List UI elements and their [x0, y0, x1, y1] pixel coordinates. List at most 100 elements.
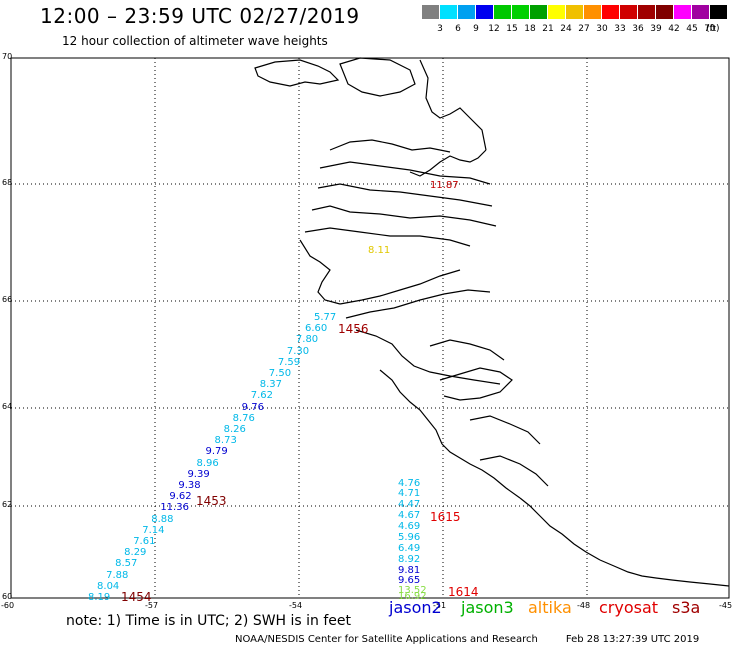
swh-value: 8.11	[368, 245, 391, 256]
legend-label: 42	[668, 24, 680, 34]
swh-value: 11.87	[430, 180, 459, 191]
satellite-label-cryosat: cryosat	[599, 598, 659, 617]
greenland-coastline	[254, 57, 730, 587]
lat-label: 68	[2, 178, 13, 187]
legend-unit: (ft)	[706, 24, 720, 34]
swh-value: 8.96	[196, 457, 219, 469]
swh-value: 9.38	[178, 480, 201, 491]
track-time-label: 1614	[448, 585, 479, 599]
swh-value: 9.76	[241, 401, 264, 413]
swh-value: 4.71	[398, 488, 421, 499]
swh-value: 8.73	[214, 435, 237, 447]
footer: NOAA/NESDIS Center for Satellite Applica…	[235, 634, 699, 645]
legend-label: 39	[650, 24, 662, 34]
legend-swatch	[422, 5, 439, 19]
swh-value: 7.59	[277, 356, 301, 368]
swh-value: 8.26	[223, 424, 246, 435]
lat-label: 62	[2, 500, 13, 509]
legend-swatch	[620, 5, 637, 19]
legend-label: 45	[686, 24, 698, 34]
legend-swatch	[584, 5, 601, 19]
legend-label: 24	[560, 24, 572, 34]
swh-value: 6.49	[398, 543, 421, 554]
graticule	[11, 58, 729, 598]
legend-swatch	[494, 5, 511, 19]
lat-label: 70	[2, 52, 13, 61]
lon-label: -57	[145, 601, 159, 610]
satellite-label-altika: altika	[528, 598, 572, 617]
swh-value: 4.67	[398, 510, 421, 521]
swh-value: 9.62	[169, 491, 192, 503]
lon-label: -54	[289, 601, 303, 610]
track-time-label: 1456	[338, 322, 369, 336]
legend-swatch	[512, 5, 529, 19]
legend-label: 12	[488, 24, 500, 34]
swh-value: 7.14	[142, 524, 165, 536]
lat-label: 60	[2, 592, 13, 601]
note-text: note: 1) Time is in UTC; 2) SWH is in fe…	[66, 613, 352, 629]
swh-value: 7.80	[295, 334, 319, 346]
swh-value: 13.52	[398, 585, 427, 596]
swh-value: 8.76	[232, 412, 255, 424]
legend-swatch	[692, 5, 709, 19]
legend-label: 27	[578, 24, 590, 34]
swh-value: 4.47	[398, 499, 421, 510]
swh-value: 8.37	[259, 379, 283, 391]
legend-label: 36	[632, 24, 644, 34]
swh-value: 5.96	[398, 532, 421, 543]
footer-credit: NOAA/NESDIS Center for Satellite Applica…	[235, 634, 538, 645]
lon-label: -45	[719, 601, 733, 610]
swh-value: 8.88	[151, 513, 174, 525]
track-time-label: 1615	[430, 510, 461, 524]
swh-value: 9.79	[205, 446, 228, 458]
swh-value: 4.76	[398, 478, 421, 489]
lon-label: -48	[577, 601, 591, 610]
swh-value: 7.88	[106, 569, 129, 581]
swh-value: 8.57	[115, 558, 138, 570]
swh-value: 9.81	[398, 565, 421, 576]
swh-value: 11.36	[160, 502, 189, 514]
legend-label: 15	[506, 24, 518, 34]
legend-label: 18	[524, 24, 536, 34]
satellite-label-jason3: jason3	[461, 598, 514, 617]
swh-value: 6.60	[304, 323, 328, 335]
legend-swatch	[476, 5, 493, 19]
legend-swatch	[674, 5, 691, 19]
legend-swatch	[530, 5, 547, 19]
legend-swatch	[548, 5, 565, 19]
lat-label: 64	[2, 402, 13, 411]
lon-label: -51	[433, 601, 447, 610]
legend-label: 9	[473, 24, 479, 34]
swh-value: 7.50	[268, 368, 292, 379]
track-time-label: 1454	[121, 590, 152, 604]
legend-label: 3	[437, 24, 443, 34]
satellite-label-jason2: jason2	[389, 598, 442, 617]
legend-swatch	[458, 5, 475, 19]
swh-value: 8.04	[97, 580, 120, 592]
swh-value: 7.61	[133, 536, 156, 547]
legend-swatch	[656, 5, 673, 19]
swh-value: 9.65	[398, 575, 421, 586]
satellite-label-s3a: s3a	[672, 598, 701, 617]
swh-value: 7.62	[250, 390, 273, 402]
swh-value: 5.77	[314, 312, 337, 323]
swh-value: 8.92	[398, 554, 421, 565]
legend-swatch	[710, 5, 727, 19]
footer-timestamp: Feb 28 13:27:39 UTC 2019	[565, 634, 700, 645]
legend-label: 30	[596, 24, 608, 34]
legend-swatch	[440, 5, 457, 19]
lat-label: 66	[2, 295, 13, 304]
legend-label: 33	[614, 24, 626, 34]
swh-value: 4.69	[398, 521, 421, 532]
page-subtitle: 12 hour collection of altimeter wave hei…	[62, 34, 328, 48]
legend-label: 6	[455, 24, 461, 34]
legend-swatch	[638, 5, 655, 19]
page-title: 12:00 – 23:59 UTC 02/27/2019	[40, 4, 360, 28]
map-frame	[10, 57, 730, 599]
legend-swatch	[602, 5, 619, 19]
legend-swatch	[566, 5, 583, 19]
swh-value: 7.30	[286, 345, 310, 357]
swh-value: 8.29	[124, 547, 147, 559]
track-time-label: 1453	[196, 494, 227, 508]
